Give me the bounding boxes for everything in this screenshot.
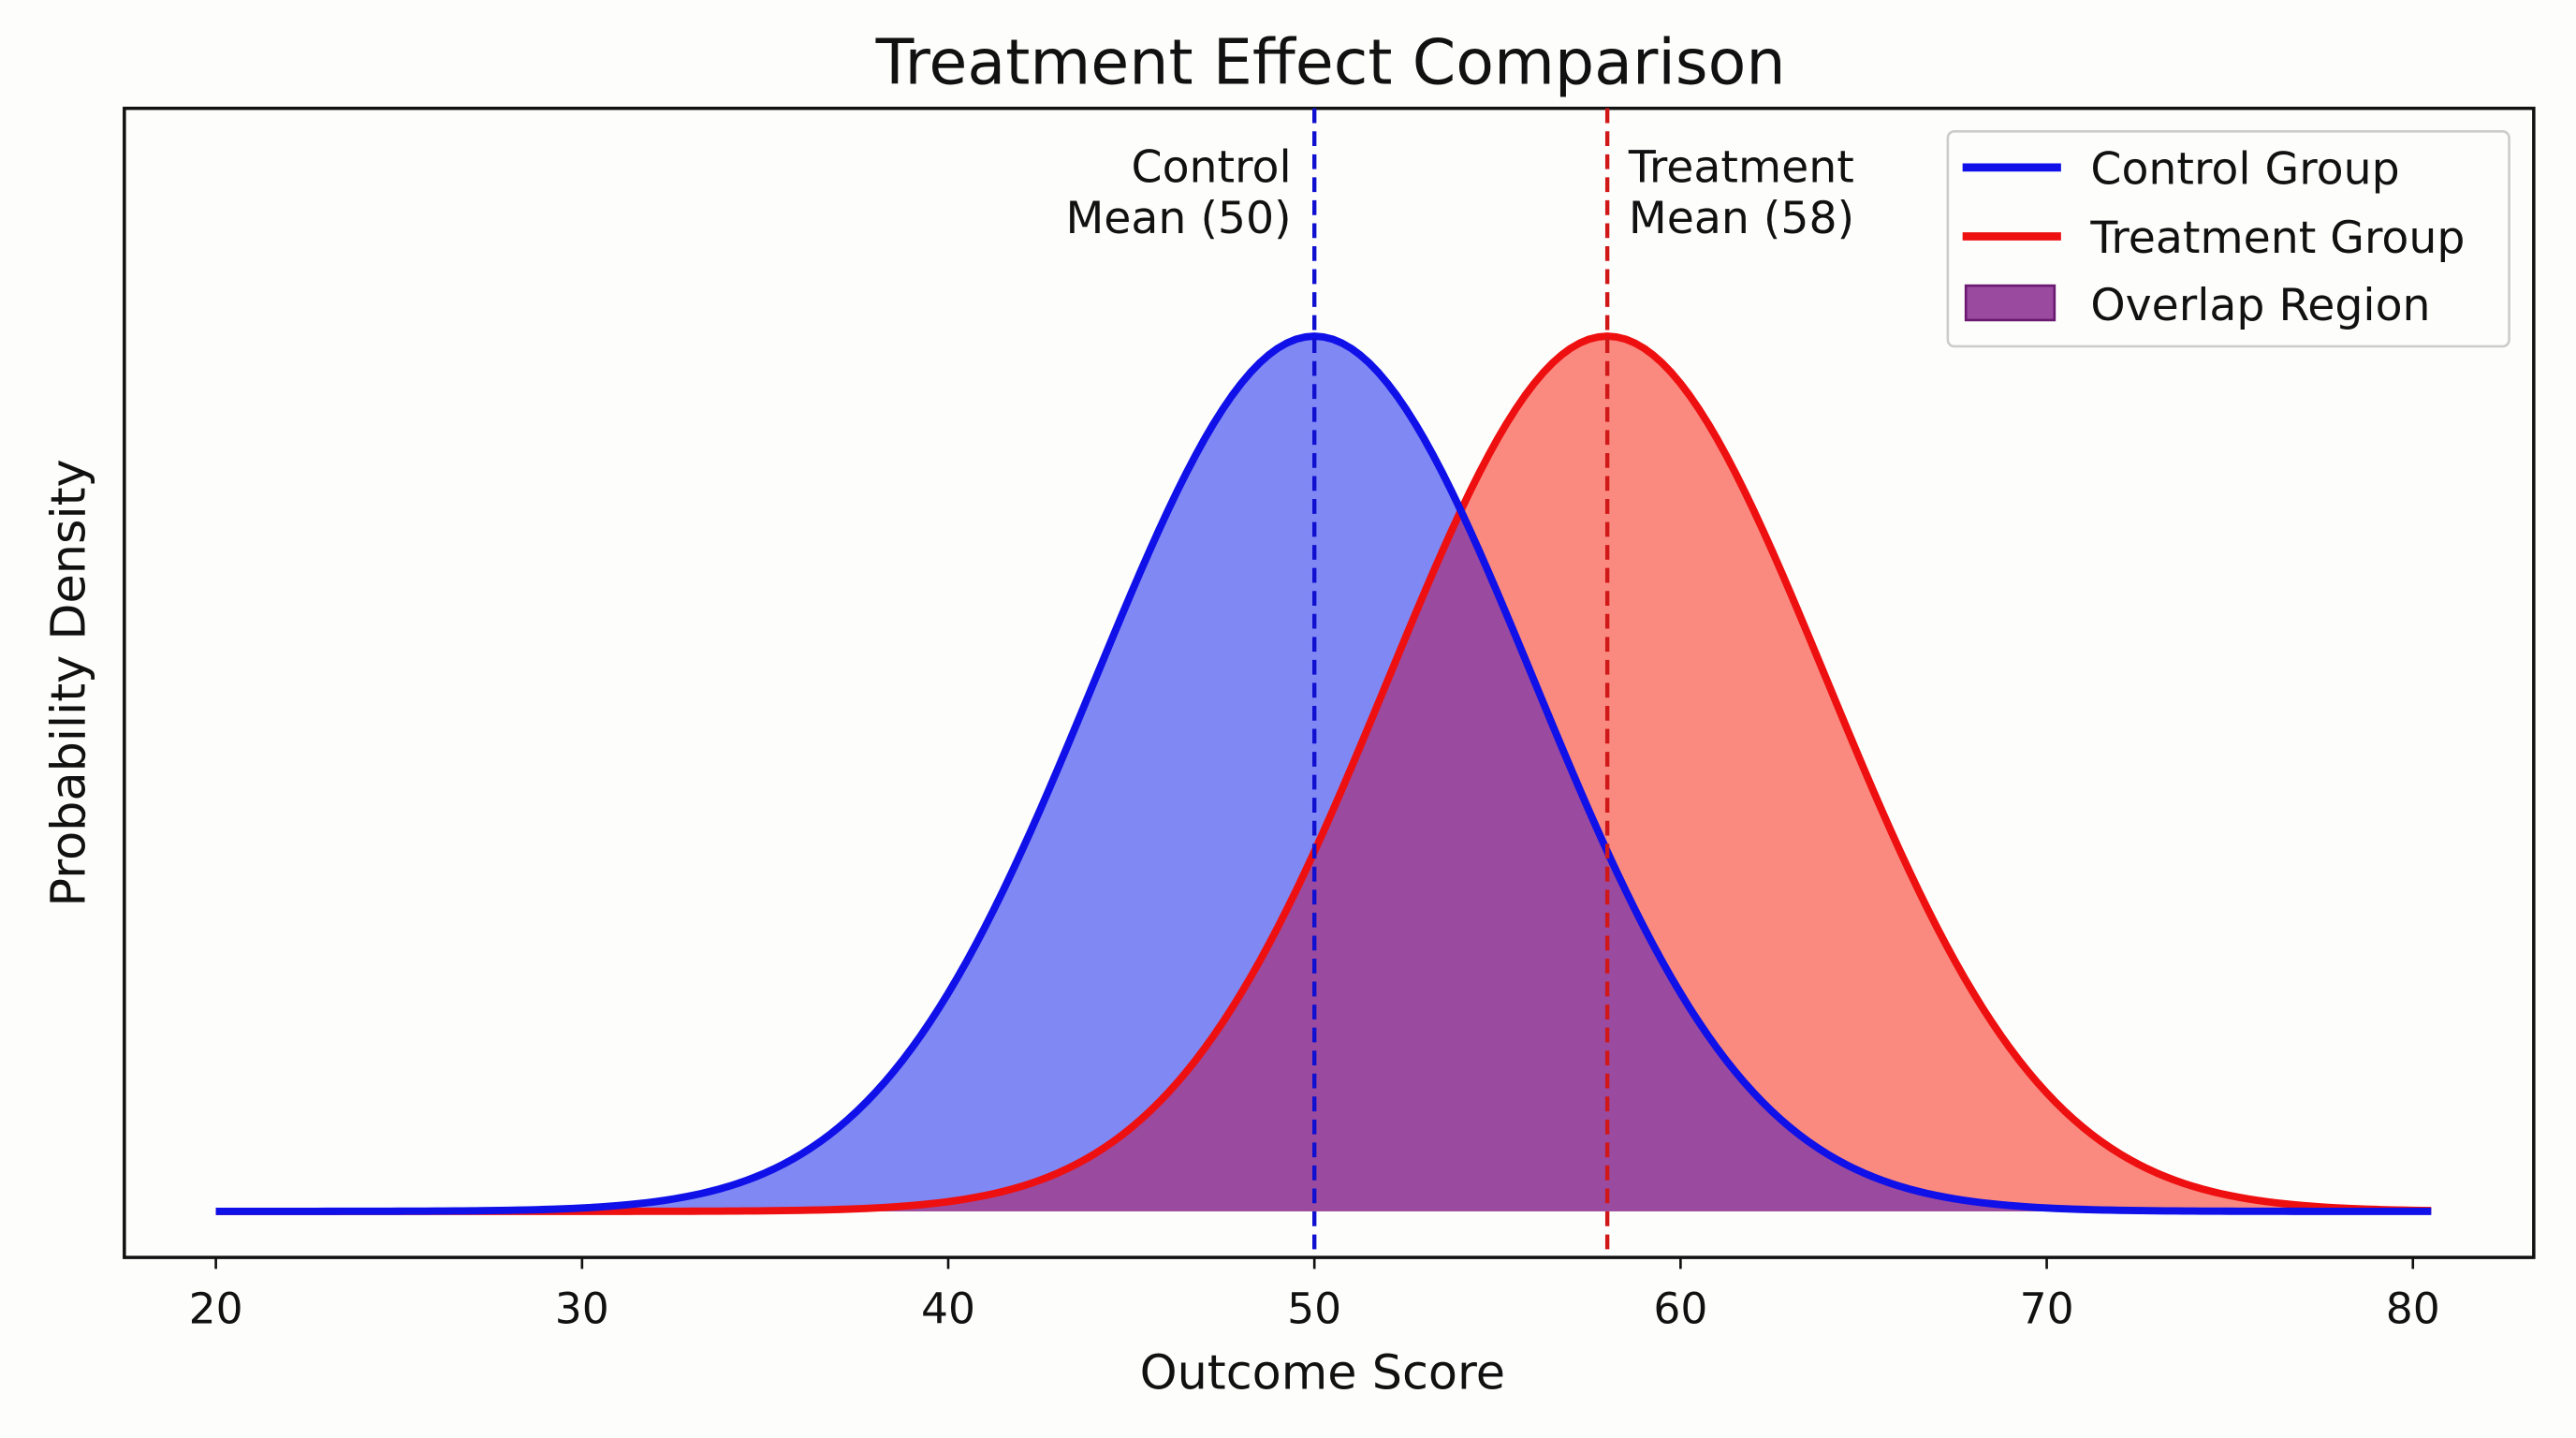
x-tick-label: 50 bbox=[1287, 1284, 1341, 1333]
x-tick-label: 40 bbox=[921, 1284, 975, 1333]
legend-box bbox=[1946, 129, 2510, 348]
legend-swatch-overlap bbox=[1964, 284, 2056, 322]
mean-label-treatment: Treatment bbox=[1628, 142, 1854, 194]
chart-title: Treatment Effect Comparison bbox=[875, 25, 1786, 98]
legend-label-treatment: Treatment Group bbox=[2089, 213, 2465, 264]
mean-label-control: Control bbox=[1132, 142, 1292, 194]
fill-overlap bbox=[215, 510, 2432, 1211]
legend-label-control: Control Group bbox=[2090, 143, 2399, 195]
legend-label-overlap: Overlap Region bbox=[2090, 280, 2430, 331]
legend: Control Group Treatment Group Overlap Re… bbox=[1946, 129, 2510, 348]
x-axis-label: Outcome Score bbox=[1140, 1344, 1506, 1400]
fill-control bbox=[215, 336, 2432, 1211]
curve-control bbox=[215, 332, 2432, 1215]
y-axis-label: Probability Density bbox=[41, 459, 96, 906]
x-tick-label: 60 bbox=[1653, 1284, 1707, 1333]
fill-treatment bbox=[215, 336, 2432, 1211]
mean-label-control: Mean (50) bbox=[1065, 193, 1291, 244]
mean-label-treatment: Mean (58) bbox=[1629, 193, 1854, 244]
x-tick-label: 30 bbox=[555, 1284, 609, 1333]
plot-area bbox=[215, 332, 2432, 1215]
x-tick-label: 20 bbox=[189, 1284, 243, 1333]
axes-frame bbox=[123, 106, 2536, 1259]
x-tick-label: 80 bbox=[2386, 1284, 2440, 1333]
x-axis: 20 30 40 50 60 70 80 bbox=[189, 1257, 2440, 1333]
x-tick-label: 70 bbox=[2020, 1284, 2074, 1333]
